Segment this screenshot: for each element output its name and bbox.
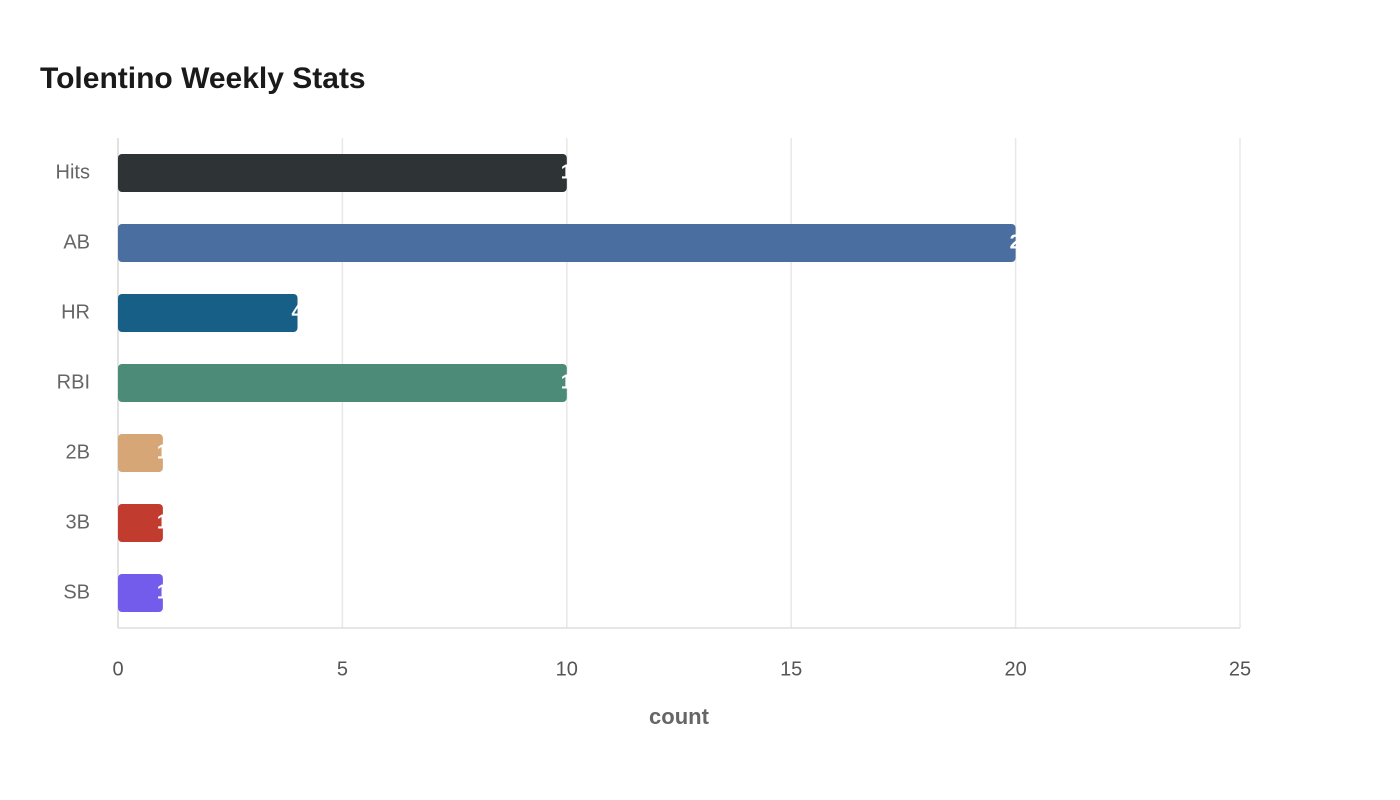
value-label: 4 [292,301,304,323]
value-label: 20 [1010,231,1032,253]
x-axis-label: count [649,704,710,729]
bar [118,504,163,542]
bar [118,434,163,472]
x-tick-label: 10 [556,658,578,680]
y-tick-label: RBI [57,371,90,393]
y-tick-label: 2B [66,441,90,463]
value-label: 1 [157,511,168,533]
x-tick-label: 5 [337,658,348,680]
x-tick-label: 0 [112,658,123,680]
y-tick-label: 3B [66,511,90,533]
bar [118,574,163,612]
y-tick-label: HR [61,301,90,323]
value-label: 10 [561,371,583,393]
value-label: 1 [157,441,168,463]
x-tick-label: 20 [1004,658,1026,680]
y-tick-label: AB [63,231,90,253]
x-tick-label: 15 [780,658,802,680]
bar [118,364,567,402]
x-tick-label: 25 [1229,658,1251,680]
bar [118,154,567,192]
value-label: 10 [561,161,583,183]
bar [118,224,1016,262]
y-tick-label: Hits [56,161,90,183]
bar [118,294,298,332]
y-tick-label: SB [63,581,90,603]
chart-title: Tolentino Weekly Stats [40,62,366,95]
value-label: 1 [157,581,168,603]
